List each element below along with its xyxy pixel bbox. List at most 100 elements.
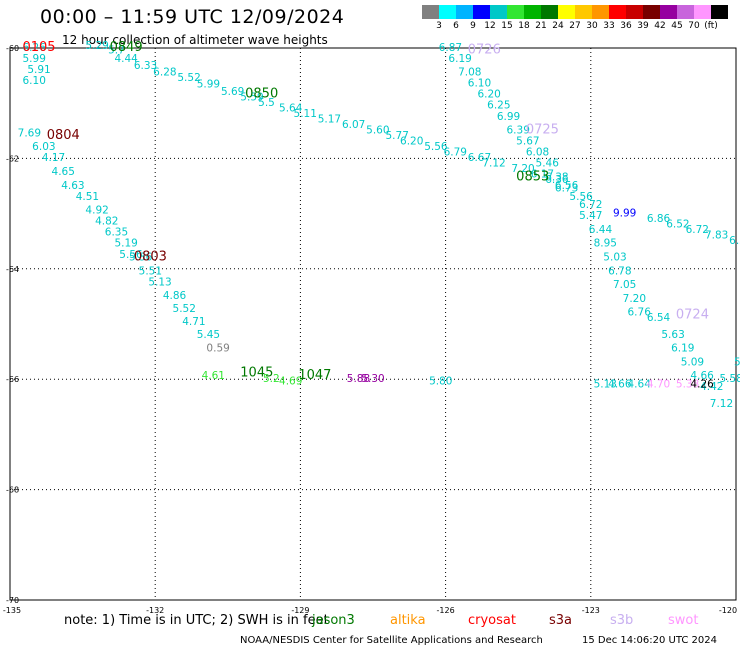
wave-height-label: 4.82 <box>95 216 118 228</box>
wave-height-label: 6.17 <box>531 169 554 181</box>
wave-height-label: 6.20 <box>477 89 500 101</box>
wave-height-label: 4.86 <box>163 290 187 302</box>
wave-height-label: 6.19 <box>671 343 694 355</box>
colorbar-swatch <box>558 5 575 19</box>
pass-time-label: 0803 <box>134 250 167 265</box>
wave-height-label: 5.99 <box>23 53 46 65</box>
wave-height-label: 5.36 <box>129 252 153 264</box>
colorbar-label: 45 <box>671 21 683 31</box>
wave-height-label: 5.47 <box>579 210 602 222</box>
wave-height-label: 5.46 <box>536 158 560 170</box>
wave-height-label: 5.2 <box>263 373 280 385</box>
wave-height-label: 6.28 <box>153 67 176 79</box>
wave-height-label: 4.69 <box>279 376 302 388</box>
wave-height-label: 6.67 <box>468 152 491 164</box>
colorbar-swatch <box>643 5 660 19</box>
latitude-label: -64 <box>6 265 19 274</box>
colorbar-label: 15 <box>501 21 513 31</box>
wave-height-label: 5.11 <box>294 108 317 120</box>
longitude-label: -129 <box>291 606 309 615</box>
pass-time-label: 0804 <box>47 128 80 143</box>
colorbar-label: 9 <box>470 21 476 31</box>
colorbar-label: 12 <box>484 21 496 31</box>
colorbar-swatch <box>524 5 541 19</box>
colorbar-swatch <box>456 5 473 19</box>
wave-height-label: 5.13 <box>148 276 171 288</box>
wave-height-label: 5.74 <box>734 356 740 368</box>
colorbar-label: 3 <box>436 21 442 31</box>
wave-height-label: 0.59 <box>206 343 229 355</box>
wave-height-label: 4.92 <box>85 205 108 217</box>
generated-timestamp: 15 Dec 14:06:20 UTC 2024 <box>582 635 717 646</box>
colorbar-swatch <box>422 5 439 19</box>
wave-height-label: 5.19 <box>114 238 137 250</box>
colorbar-swatch <box>473 5 490 19</box>
longitude-label: -120 <box>719 606 737 615</box>
colorbar-swatch <box>660 5 677 19</box>
legend-item-altika: altika <box>390 613 426 628</box>
longitude-label: -123 <box>582 606 600 615</box>
colorbar-label: 6 <box>453 21 459 31</box>
wave-height-label: 6.25 <box>487 100 510 112</box>
wave-height-label: 5.67 <box>516 136 539 148</box>
wave-height-label: 6.99 <box>497 111 520 123</box>
pass-time-label: 0105 <box>22 40 55 55</box>
wave-height-label: 5.30 <box>361 373 384 385</box>
wave-height-label: 4.17 <box>42 152 65 164</box>
colorbar-label: 21 <box>535 21 547 31</box>
wave-height-label: 6.87 <box>439 42 462 54</box>
wave-height-label: 6.35 <box>105 227 128 239</box>
pass-time-label: 0725 <box>526 123 559 138</box>
wave-height-label: 5.52 <box>177 72 200 84</box>
wave-height-label: 5.64 <box>279 102 303 114</box>
wave-height-label: 4.65 <box>52 166 75 178</box>
longitude-label: -135 <box>3 606 21 615</box>
wave-height-label: 6.44 <box>589 224 613 236</box>
wave-height-label: 6.39 <box>507 125 530 137</box>
wave-height-label: 6.76 <box>628 307 652 319</box>
legend-item-s3b: s3b <box>610 613 634 628</box>
colorbar-label: 36 <box>620 21 632 31</box>
latitude-label: -62 <box>6 154 19 163</box>
wave-height-label: 6.38 <box>545 171 568 183</box>
colorbar-label: 18 <box>518 21 530 31</box>
wave-height-label: 6.26 <box>23 42 47 54</box>
legend-item-swot: swot <box>668 613 699 628</box>
colorbar-swatch <box>626 5 643 19</box>
wave-height-label: 8.95 <box>594 238 617 250</box>
colorbar-label: 33 <box>603 21 615 31</box>
pass-time-label: 1045 <box>240 365 273 380</box>
wave-height-label: 7.69 <box>18 127 41 139</box>
colorbar-swatch <box>490 5 507 19</box>
wave-height-label: 6.19 <box>448 53 471 65</box>
map-subtitle: 12 hour collection of altimeter wave hei… <box>62 33 328 47</box>
wave-height-label: 6.56 <box>555 180 579 192</box>
wave-height-label: 5.59 <box>240 91 263 103</box>
colorbar-swatch <box>541 5 558 19</box>
wave-height-label: 6.20 <box>400 136 423 148</box>
wave-height-label: 6.58 <box>729 235 740 247</box>
wave-height-label: 4.63 <box>61 180 84 192</box>
wave-height-label: 5.99 <box>197 79 220 91</box>
wave-height-label: 5.7 <box>108 45 125 57</box>
wave-height-label: 5.45 <box>197 329 220 341</box>
wave-height-label: 6.07 <box>342 119 365 131</box>
credit-line: NOAA/NESDIS Center for Satellite Applica… <box>240 635 543 646</box>
colorbar-swatch <box>711 5 728 19</box>
longitude-label: -126 <box>437 606 455 615</box>
colorbar-label: 42 <box>654 21 666 31</box>
colorbar-swatch <box>677 5 694 19</box>
wave-height-label: 5.52 <box>173 303 196 315</box>
wave-height-label: 6.08 <box>526 147 549 159</box>
pass-time-label: 0850 <box>245 87 278 102</box>
wave-height-label: 5.09 <box>681 356 704 368</box>
wave-height-label: 5.56 <box>424 141 448 153</box>
wave-height-label: 6.86 <box>647 213 671 225</box>
wave-height-label: 5.51 <box>139 265 162 277</box>
latitude-label: -70 <box>6 596 19 605</box>
wave-height-label: 4.26 <box>690 378 714 390</box>
wave-height-label: 5.38 <box>676 378 699 390</box>
wave-height-label: 6.54 <box>647 312 671 324</box>
pass-time-label: 1047 <box>298 368 331 383</box>
